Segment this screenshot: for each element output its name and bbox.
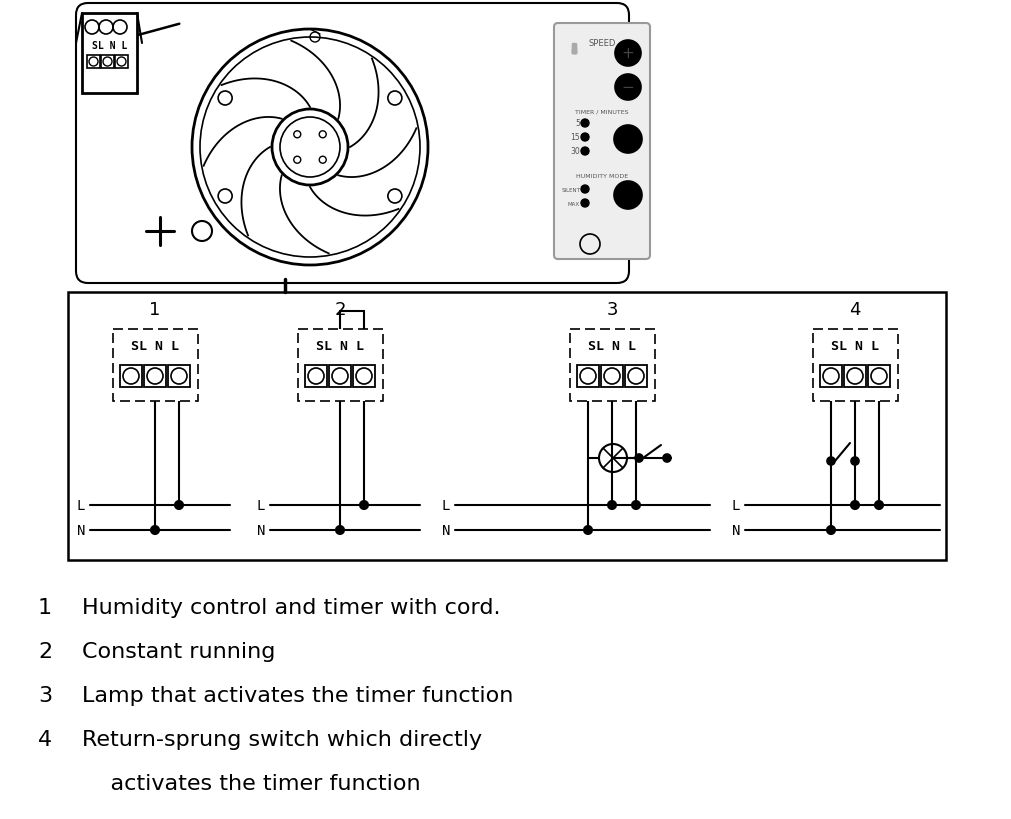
Text: N: N — [442, 523, 450, 537]
Bar — [305, 365, 327, 387]
Text: +: + — [622, 47, 634, 61]
Text: L: L — [732, 499, 740, 513]
Text: SILENT: SILENT — [561, 188, 580, 192]
Circle shape — [608, 501, 616, 509]
Bar — [572, 51, 576, 54]
Text: 3: 3 — [38, 686, 53, 705]
Text: 1: 1 — [150, 301, 161, 319]
Bar — [120, 365, 142, 387]
Text: N: N — [732, 523, 740, 537]
Bar — [168, 365, 190, 387]
Text: Constant running: Constant running — [82, 641, 275, 661]
Text: 2: 2 — [38, 641, 53, 661]
Text: N: N — [257, 523, 265, 537]
Circle shape — [360, 501, 368, 509]
Text: Return-sprung switch which directly: Return-sprung switch which directly — [82, 729, 482, 749]
Text: L: L — [442, 499, 450, 513]
Circle shape — [615, 41, 641, 67]
Bar — [820, 365, 842, 387]
Text: MAX: MAX — [568, 201, 580, 206]
Circle shape — [581, 120, 589, 128]
Bar — [569, 329, 654, 401]
Circle shape — [151, 527, 159, 534]
Circle shape — [175, 501, 183, 509]
Circle shape — [581, 147, 589, 156]
Text: 30: 30 — [570, 147, 580, 156]
Bar — [572, 43, 576, 54]
Text: SL N L: SL N L — [316, 340, 364, 353]
Text: L: L — [257, 499, 265, 513]
Text: −: − — [622, 80, 634, 95]
Text: Humidity control and timer with cord.: Humidity control and timer with cord. — [82, 597, 500, 618]
Circle shape — [827, 527, 835, 534]
FancyBboxPatch shape — [554, 24, 650, 260]
Text: 2: 2 — [335, 301, 346, 319]
Bar — [115, 56, 128, 69]
Circle shape — [336, 527, 344, 534]
Text: HUMIDITY MODE: HUMIDITY MODE — [576, 174, 628, 179]
Bar — [353, 365, 375, 387]
Text: N: N — [77, 523, 85, 537]
Circle shape — [851, 501, 859, 509]
Circle shape — [584, 527, 592, 534]
Text: 3: 3 — [607, 301, 618, 319]
Bar — [68, 292, 946, 560]
Bar — [82, 14, 137, 94]
Text: SL N L: SL N L — [831, 340, 879, 353]
Bar — [112, 329, 197, 401]
Bar — [572, 46, 576, 54]
Circle shape — [827, 458, 835, 465]
Circle shape — [635, 455, 643, 463]
Circle shape — [615, 75, 641, 101]
Circle shape — [581, 200, 589, 208]
Text: 4: 4 — [38, 729, 53, 749]
FancyBboxPatch shape — [76, 4, 629, 283]
Text: activates the timer function: activates the timer function — [82, 773, 421, 793]
Text: TIMER / MINUTES: TIMER / MINUTES — [575, 110, 629, 115]
Circle shape — [614, 182, 642, 210]
Bar — [625, 365, 647, 387]
Text: SL N L: SL N L — [588, 340, 636, 353]
Circle shape — [581, 186, 589, 194]
Text: Lamp that activates the timer function: Lamp that activates the timer function — [82, 686, 514, 705]
Circle shape — [663, 455, 671, 463]
Bar — [329, 365, 351, 387]
Bar — [80, 8, 625, 279]
Bar — [572, 48, 576, 54]
Text: SPEED: SPEED — [588, 39, 616, 48]
Text: SL N L: SL N L — [92, 41, 127, 51]
Text: L: L — [77, 499, 85, 513]
Bar — [87, 56, 100, 69]
Circle shape — [581, 133, 589, 142]
Circle shape — [614, 126, 642, 154]
Bar — [577, 365, 599, 387]
Text: 1: 1 — [38, 597, 53, 618]
Bar — [101, 56, 114, 69]
Text: 4: 4 — [849, 301, 860, 319]
Text: 15: 15 — [570, 133, 580, 143]
Bar — [844, 365, 866, 387]
Circle shape — [632, 501, 640, 509]
Text: SL N L: SL N L — [131, 340, 179, 353]
Text: 5: 5 — [575, 120, 580, 129]
Bar — [144, 365, 166, 387]
Bar — [601, 365, 623, 387]
Circle shape — [851, 458, 859, 465]
Bar — [297, 329, 382, 401]
Circle shape — [875, 501, 883, 509]
Bar — [868, 365, 890, 387]
Bar — [813, 329, 898, 401]
